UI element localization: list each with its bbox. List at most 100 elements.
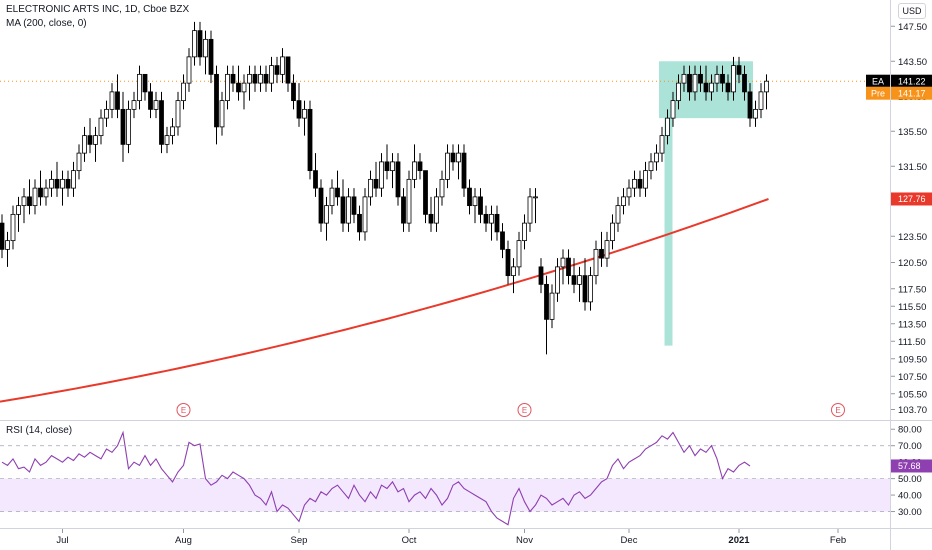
candle[interactable]: [445, 144, 450, 189]
candle[interactable]: [186, 48, 192, 92]
candle[interactable]: [43, 179, 49, 206]
candle[interactable]: [192, 21, 197, 66]
candle[interactable]: [38, 170, 43, 206]
candle[interactable]: [307, 100, 313, 180]
candle[interactable]: [450, 144, 456, 171]
candle[interactable]: [538, 258, 544, 294]
candle[interactable]: [208, 30, 214, 84]
price-axis[interactable]: 147.50143.50139.50135.50131.50127.50123.…: [866, 22, 932, 416]
candle[interactable]: [148, 83, 153, 119]
candle[interactable]: [472, 188, 478, 224]
candle[interactable]: [120, 91, 126, 162]
candle[interactable]: [582, 258, 588, 311]
candle[interactable]: [676, 74, 681, 110]
candle[interactable]: [329, 179, 335, 215]
earnings-marker[interactable]: E: [517, 403, 532, 417]
candle[interactable]: [115, 74, 120, 119]
candle[interactable]: [197, 21, 203, 66]
candle[interactable]: [285, 56, 291, 92]
candle[interactable]: [670, 91, 676, 127]
candle[interactable]: [60, 170, 65, 206]
ma-value-tag[interactable]: 127.76: [891, 192, 932, 206]
candle[interactable]: [610, 214, 615, 250]
candle[interactable]: [665, 109, 670, 145]
candle[interactable]: [758, 83, 764, 119]
rsi-legend[interactable]: RSI (14, close): [6, 425, 73, 436]
candle[interactable]: [483, 205, 489, 232]
candle[interactable]: [384, 144, 390, 180]
candle[interactable]: [225, 65, 230, 110]
candle[interactable]: [753, 100, 758, 127]
earnings-marker[interactable]: E: [176, 403, 191, 417]
candle[interactable]: [368, 170, 373, 206]
candle[interactable]: [10, 205, 16, 250]
rsi-pane[interactable]: [0, 430, 890, 526]
currency-button[interactable]: USD: [898, 3, 926, 19]
candle[interactable]: [555, 258, 560, 302]
vertical-highlight-bar[interactable]: [664, 118, 673, 346]
candle[interactable]: [373, 161, 379, 197]
candle[interactable]: [131, 91, 137, 119]
candle[interactable]: [252, 65, 258, 92]
candle[interactable]: [527, 188, 533, 232]
candle[interactable]: [428, 196, 434, 232]
candle[interactable]: [296, 83, 302, 127]
candle[interactable]: [560, 249, 566, 285]
candle[interactable]: [324, 196, 329, 241]
candle[interactable]: [731, 56, 736, 101]
candle[interactable]: [104, 100, 109, 127]
candle[interactable]: [703, 65, 709, 101]
candle[interactable]: [648, 153, 654, 180]
candle[interactable]: [577, 266, 582, 302]
candle[interactable]: [395, 153, 401, 206]
candle[interactable]: [87, 118, 93, 154]
candle[interactable]: [76, 144, 82, 180]
candle[interactable]: [632, 170, 637, 197]
candle[interactable]: [82, 126, 87, 162]
candle[interactable]: [93, 126, 98, 162]
candle[interactable]: [175, 91, 181, 136]
candle[interactable]: [406, 170, 412, 232]
candle[interactable]: [153, 91, 159, 119]
candle[interactable]: [98, 109, 104, 145]
candle[interactable]: [544, 275, 549, 355]
rsi-value-tag[interactable]: 57.68: [891, 459, 932, 473]
candle[interactable]: [164, 126, 170, 154]
candle[interactable]: [566, 249, 571, 285]
candle[interactable]: [65, 170, 71, 197]
candle[interactable]: [54, 161, 60, 197]
candle[interactable]: [318, 179, 324, 232]
candle[interactable]: [340, 179, 346, 232]
candle[interactable]: [27, 179, 32, 215]
last-price-tag[interactable]: EA 141.22: [866, 74, 932, 88]
candle[interactable]: [269, 56, 274, 92]
candle[interactable]: [32, 179, 38, 215]
candle[interactable]: [21, 188, 27, 224]
candle[interactable]: [709, 74, 714, 101]
candle[interactable]: [659, 126, 665, 162]
candle[interactable]: [302, 100, 307, 136]
candle[interactable]: [181, 74, 186, 110]
candle[interactable]: [203, 30, 208, 75]
candle[interactable]: [258, 65, 263, 92]
candle[interactable]: [516, 231, 522, 276]
time-axis[interactable]: Jul Aug Sep Oct Nov Dec 2021 Feb: [56, 529, 846, 546]
candle[interactable]: [5, 231, 10, 267]
candle[interactable]: [351, 188, 357, 224]
candle[interactable]: [335, 170, 340, 206]
candle[interactable]: [16, 196, 21, 232]
candle[interactable]: [241, 74, 247, 110]
premarket-tag[interactable]: Pre 141.17: [866, 86, 932, 100]
ma-legend[interactable]: MA (200, close, 0): [6, 18, 87, 29]
candle[interactable]: [588, 266, 593, 311]
candle[interactable]: [549, 284, 555, 329]
candle[interactable]: [390, 153, 395, 189]
ma200-line[interactable]: [0, 198, 769, 403]
candle[interactable]: [522, 214, 527, 250]
candle[interactable]: [500, 223, 505, 259]
symbol-legend[interactable]: ELECTRONIC ARTS INC, 1D, Cboe BZX: [6, 4, 190, 15]
candle[interactable]: [621, 188, 626, 215]
candle[interactable]: [747, 83, 753, 127]
candle[interactable]: [461, 144, 467, 197]
